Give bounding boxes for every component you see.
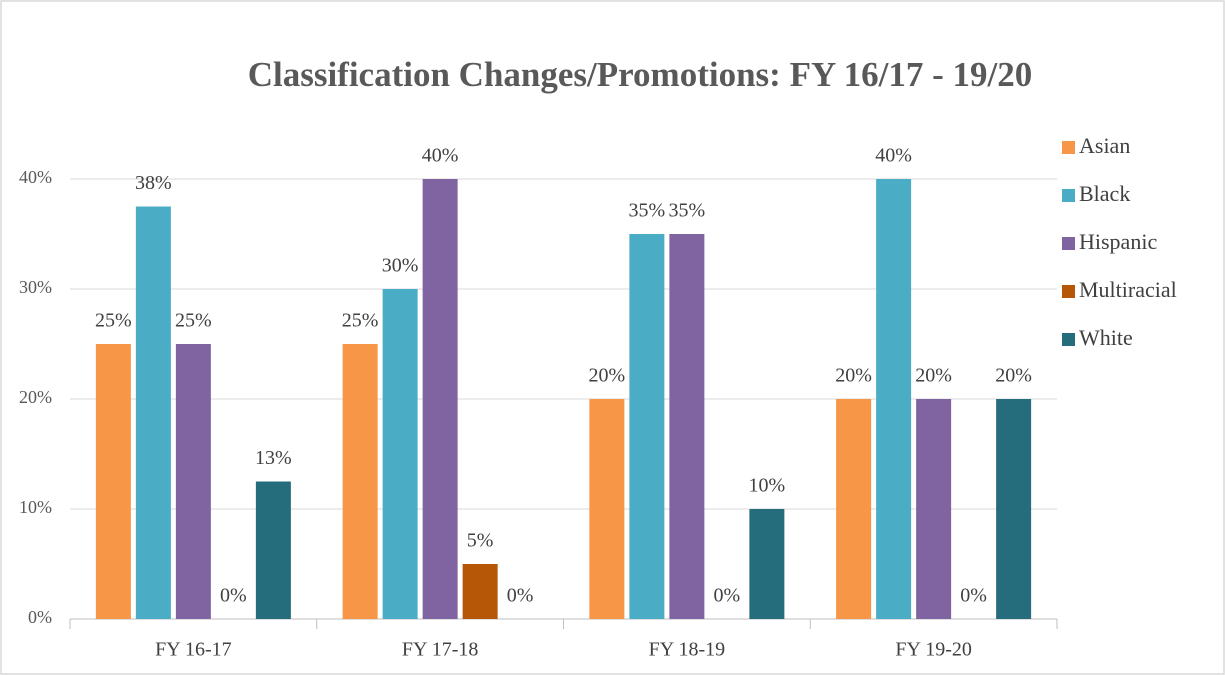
data-label: 40% xyxy=(422,145,459,167)
bar xyxy=(876,179,912,619)
bar xyxy=(135,206,171,619)
bar xyxy=(589,399,625,619)
data-label: 30% xyxy=(382,255,419,277)
bar xyxy=(996,399,1032,619)
bar xyxy=(342,344,378,619)
data-label: 10% xyxy=(749,475,786,497)
bar xyxy=(95,344,131,619)
data-label: 0% xyxy=(220,585,247,607)
data-label: 25% xyxy=(342,310,379,332)
legend-swatch xyxy=(1062,333,1075,346)
bar xyxy=(749,509,785,619)
data-label: 20% xyxy=(995,365,1032,387)
data-label: 40% xyxy=(875,145,912,167)
legend-swatch xyxy=(1062,189,1075,202)
y-tick-label: 40% xyxy=(19,167,52,187)
y-tick-label: 30% xyxy=(19,277,52,297)
data-label: 38% xyxy=(135,172,172,194)
bar xyxy=(382,289,418,619)
bar xyxy=(629,234,665,619)
x-tick-label: FY 16-17 xyxy=(155,639,231,661)
bar xyxy=(175,344,211,619)
data-label: 25% xyxy=(95,310,132,332)
legend-label: Black xyxy=(1079,181,1130,206)
legend-label: Hispanic xyxy=(1079,229,1157,254)
y-tick-label: 20% xyxy=(19,387,52,407)
x-tick-label: FY 18-19 xyxy=(649,639,725,661)
y-tick-label: 0% xyxy=(28,607,52,627)
data-label: 25% xyxy=(175,310,212,332)
data-label: 20% xyxy=(589,365,626,387)
legend-label: Multiracial xyxy=(1079,277,1177,302)
data-label: 5% xyxy=(467,530,494,552)
legend-swatch xyxy=(1062,285,1075,298)
legend-label: White xyxy=(1079,325,1133,350)
data-label: 0% xyxy=(960,585,987,607)
data-label: 35% xyxy=(669,200,706,222)
data-label: 13% xyxy=(255,447,292,469)
bar xyxy=(422,179,458,619)
x-tick-label: FY 17-18 xyxy=(402,639,478,661)
chart-title: Classification Changes/Promotions: FY 16… xyxy=(248,55,1033,94)
data-label: 0% xyxy=(507,585,534,607)
legend-swatch xyxy=(1062,141,1075,154)
bar xyxy=(669,234,705,619)
data-label: 20% xyxy=(915,365,952,387)
legend-swatch xyxy=(1062,237,1075,250)
bar xyxy=(916,399,952,619)
data-label: 35% xyxy=(629,200,666,222)
data-label: 0% xyxy=(714,585,741,607)
x-tick-label: FY 19-20 xyxy=(895,639,971,661)
data-label: 20% xyxy=(835,365,872,387)
bar xyxy=(462,564,498,619)
y-tick-label: 10% xyxy=(19,497,52,517)
bar xyxy=(255,481,291,619)
bar xyxy=(836,399,872,619)
legend-label: Asian xyxy=(1079,133,1130,158)
